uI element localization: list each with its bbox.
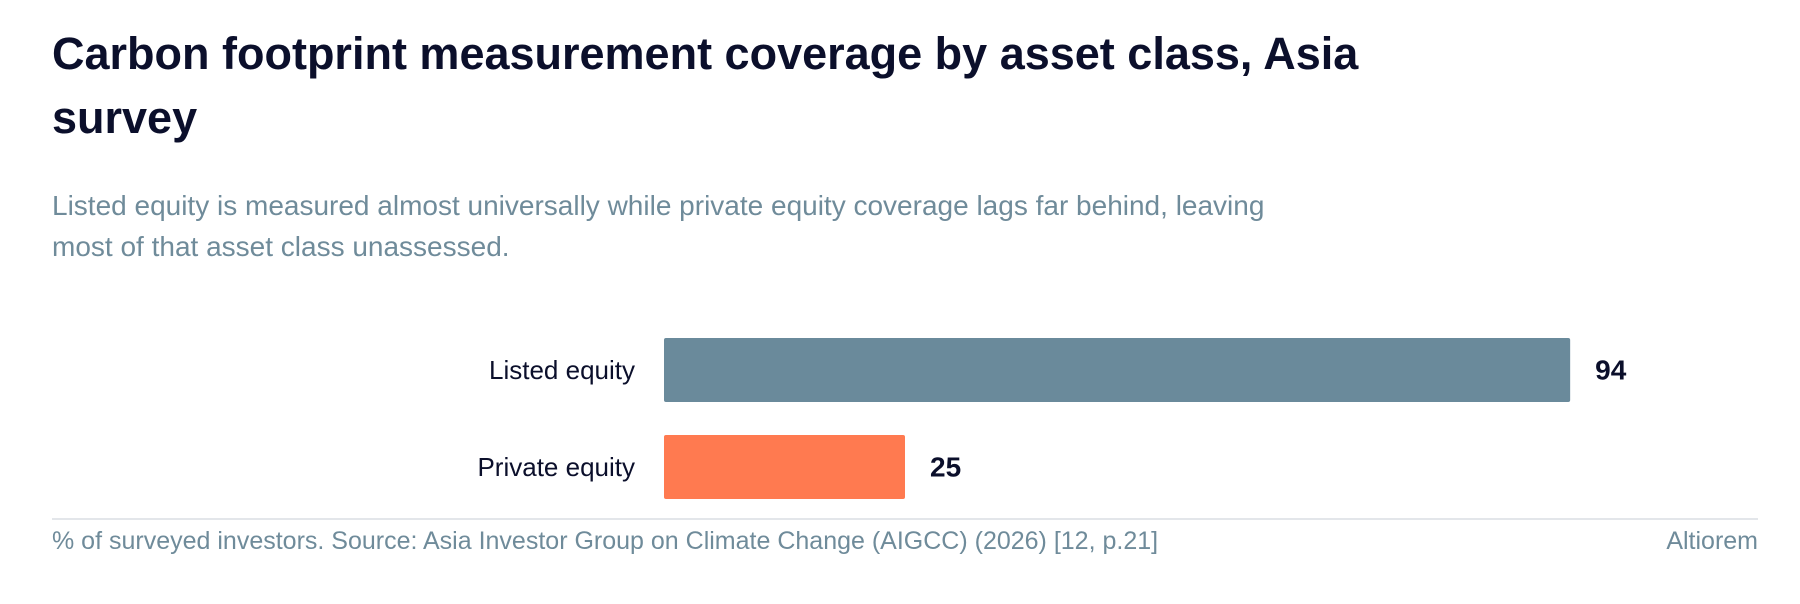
category-label-private-equity: Private equity xyxy=(477,452,635,482)
value-label-listed-equity: 94 xyxy=(1595,355,1627,386)
category-label-listed-equity: Listed equity xyxy=(489,355,635,385)
brand-name: Altiorem xyxy=(1666,527,1758,555)
bar-private-equity xyxy=(664,435,905,499)
bar-chart-svg: Listed equity 94 Private equity 25 xyxy=(477,338,1627,499)
chart-title: Carbon footprint measurement coverage by… xyxy=(52,28,1359,143)
value-label-private-equity: 25 xyxy=(930,452,961,483)
bar-listed-equity xyxy=(664,338,1571,402)
source-note: % of surveyed investors. Source: Asia In… xyxy=(52,527,1159,555)
footer-divider xyxy=(52,518,1758,520)
bar-chart: Listed equity 94 Private equity 25 xyxy=(0,320,1800,510)
chart-subtitle: Listed equity is measured almost univers… xyxy=(52,190,1265,262)
